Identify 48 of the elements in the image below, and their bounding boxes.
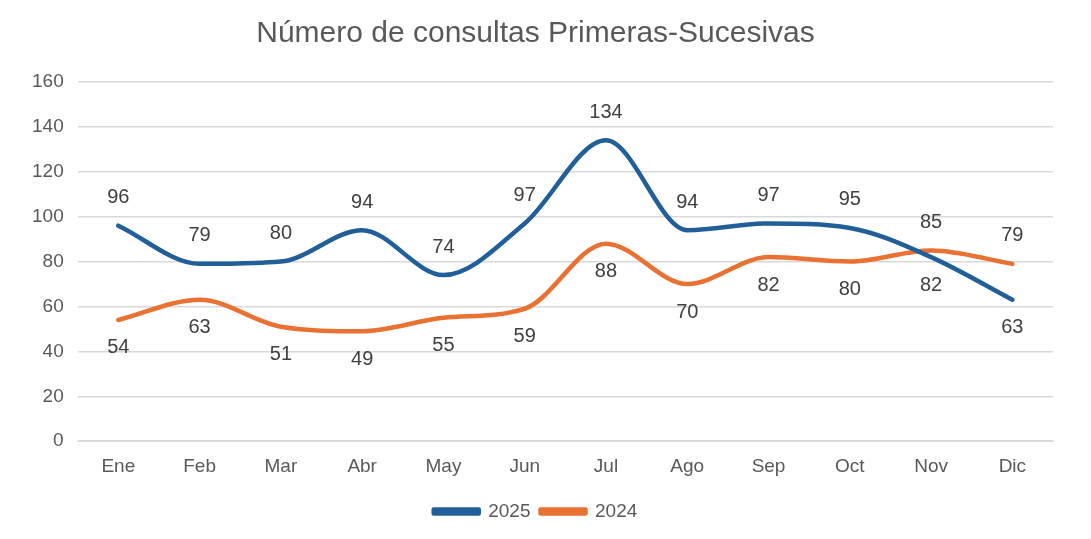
data-label: 51 <box>269 342 293 365</box>
data-label: 96 <box>107 185 130 208</box>
x-tick-label: Dic <box>998 454 1027 476</box>
data-label: 95 <box>838 187 861 210</box>
data-label: 74 <box>432 234 455 257</box>
data-label: 97 <box>757 182 780 205</box>
data-label: 54 <box>107 335 130 358</box>
y-tick-label: 140 <box>32 115 64 137</box>
y-tick-label: 160 <box>32 70 64 92</box>
y-tick-label: 100 <box>32 204 64 226</box>
y-tick-label: 80 <box>42 249 64 271</box>
y-tick-label: 60 <box>42 294 64 316</box>
y-tick-label: 120 <box>32 160 64 182</box>
data-label: 82 <box>919 272 943 295</box>
data-label: 63 <box>188 315 211 338</box>
data-label: 94 <box>351 189 374 212</box>
y-tick-label: 20 <box>42 384 64 406</box>
data-label: 79 <box>188 223 211 246</box>
data-label: 79 <box>1001 223 1024 246</box>
x-tick-label: Sep <box>751 454 786 476</box>
x-tick-label: Ago <box>670 454 705 476</box>
data-label: 82 <box>757 272 780 295</box>
data-label: 63 <box>1001 315 1024 338</box>
chart-title: Número de consultas Primeras-Sucesivas <box>256 15 815 49</box>
x-tick-label: Jul <box>593 454 619 476</box>
data-label: 55 <box>432 333 455 356</box>
data-label: 88 <box>594 259 618 282</box>
x-tick-label: Ene <box>101 454 136 476</box>
x-tick-label: Oct <box>835 454 866 476</box>
data-label: 97 <box>513 182 536 205</box>
x-tick-label: Abr <box>347 454 378 476</box>
legend-label: 2025 <box>488 499 531 521</box>
data-label: 80 <box>838 277 861 300</box>
data-label: 70 <box>676 299 699 322</box>
data-label: 59 <box>513 324 536 347</box>
x-tick-label: Jun <box>509 454 541 476</box>
legend-label: 2024 <box>595 499 638 521</box>
data-label: 85 <box>919 209 943 232</box>
data-label: 49 <box>351 346 374 369</box>
data-label: 134 <box>589 99 623 122</box>
data-label: 80 <box>269 221 293 244</box>
x-tick-label: Mar <box>264 454 298 476</box>
y-tick-label: 0 <box>53 429 64 451</box>
x-tick-label: Feb <box>183 454 216 476</box>
data-label: 94 <box>676 189 699 212</box>
y-tick-label: 40 <box>42 339 64 361</box>
x-tick-label: Nov <box>914 454 949 476</box>
x-tick-label: May <box>425 454 462 476</box>
